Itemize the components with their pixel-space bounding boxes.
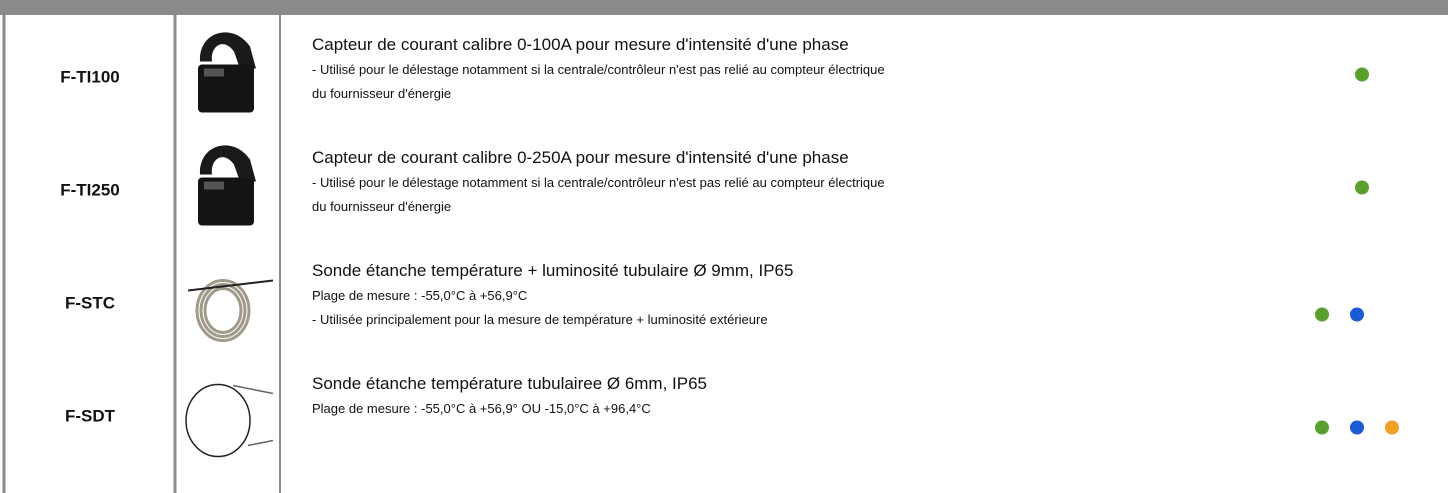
product-detail: Plage de mesure : -55,0°C à +56,9°C (312, 288, 527, 303)
product-title: Capteur de courant calibre 0-100A pour m… (312, 35, 849, 54)
product-detail: Plage de mesure : -55,0°C à +56,9° OU -1… (312, 401, 651, 416)
compat-dot (1350, 421, 1364, 435)
clamp-shine (204, 182, 224, 190)
clamp-jaw (200, 32, 256, 68)
coil (205, 289, 241, 333)
product-code: F-TI250 (60, 181, 120, 200)
compat-dot (1350, 308, 1364, 322)
product-detail: - Utilisé pour le délestage notamment si… (312, 175, 885, 190)
clamp-shine (204, 69, 224, 77)
product-detail: du fournisseur d'énergie (312, 199, 451, 214)
product-detail: - Utilisé pour le délestage notamment si… (312, 62, 885, 77)
compat-dot (1315, 421, 1329, 435)
product-detail: du fournisseur d'énergie (312, 86, 451, 101)
document: F-TI100 Capteur de courant calibre 0-100A… (0, 0, 1448, 493)
coil (201, 285, 245, 337)
product-detail: - Utilisée principalement pour la mesure… (312, 312, 768, 327)
product-image (186, 385, 273, 457)
compat-dot (1355, 68, 1369, 82)
clamp-jaw (200, 145, 256, 181)
product-title: Sonde étanche température + luminosité t… (312, 261, 793, 280)
product-image (198, 32, 256, 112)
product-code: F-STC (65, 294, 115, 313)
product-title: Sonde étanche température tubulairee Ø 6… (312, 374, 707, 393)
product-title: Capteur de courant calibre 0-250A pour m… (312, 148, 849, 167)
product-code: F-TI100 (60, 68, 120, 87)
compat-dot (1355, 181, 1369, 195)
header-bar (0, 0, 1448, 15)
product-image (198, 145, 256, 225)
compat-dot (1385, 421, 1399, 435)
product-image (188, 281, 273, 341)
cable-end (233, 386, 273, 446)
compat-dot (1315, 308, 1329, 322)
product-code: F-SDT (65, 407, 116, 426)
cable-loop (186, 385, 250, 457)
